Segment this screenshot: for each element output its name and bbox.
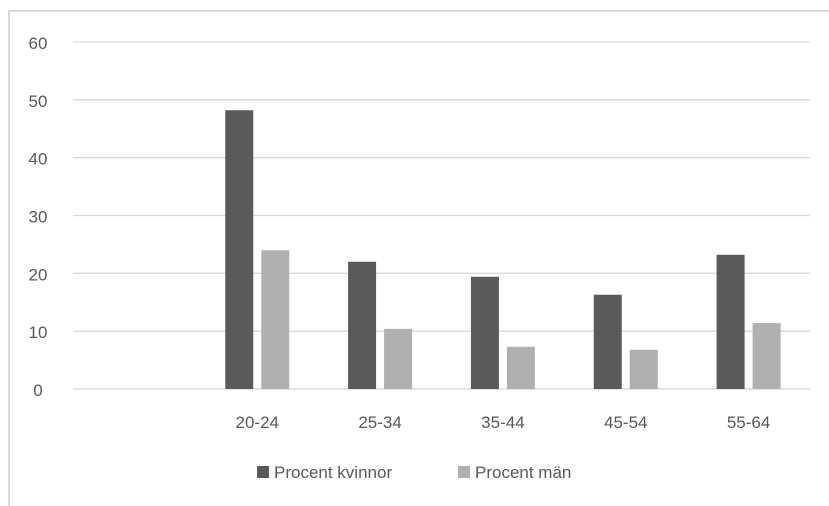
x-tick-label: 20-24	[236, 413, 279, 432]
x-tick-label: 25-34	[358, 413, 401, 432]
legend-label: Procent män	[475, 463, 571, 482]
gridlines	[73, 41, 810, 390]
legend-swatch	[458, 466, 470, 478]
x-tick-label: 45-54	[604, 413, 647, 432]
y-tick-label: 10	[29, 323, 48, 342]
y-tick-label: 60	[29, 34, 48, 53]
legend-swatch	[257, 466, 269, 478]
x-tick-label: 55-64	[727, 413, 770, 432]
y-axis-labels: 0 10 20 30 40 50 60	[29, 34, 48, 400]
bar-kvinnor-35-44	[470, 276, 499, 389]
legend-label: Procent kvinnor	[274, 463, 392, 482]
bar-kvinnor-55-64	[716, 254, 745, 389]
x-tick-label: 35-44	[481, 413, 524, 432]
bar-kvinnor-45-54	[593, 294, 622, 389]
bar-man-25-34	[384, 328, 413, 389]
x-axis-labels: 20-24 25-34 35-44 45-54 55-64	[236, 413, 771, 432]
legend: Procent kvinnor Procent män	[257, 463, 571, 482]
y-tick-label: 30	[29, 208, 48, 227]
bars	[225, 110, 781, 389]
y-tick-label: 20	[29, 265, 48, 284]
bar-kvinnor-25-34	[348, 261, 377, 389]
y-tick-label: 40	[29, 150, 48, 169]
y-tick-label: 50	[29, 92, 48, 111]
bar-kvinnor-20-24	[225, 110, 254, 389]
bar-man-45-54	[629, 349, 658, 389]
y-tick-label: 0	[33, 381, 42, 400]
bar-man-35-44	[506, 346, 535, 389]
bar-man-20-24	[261, 250, 290, 389]
bar-man-55-64	[752, 323, 781, 389]
chart-frame	[8, 10, 829, 506]
